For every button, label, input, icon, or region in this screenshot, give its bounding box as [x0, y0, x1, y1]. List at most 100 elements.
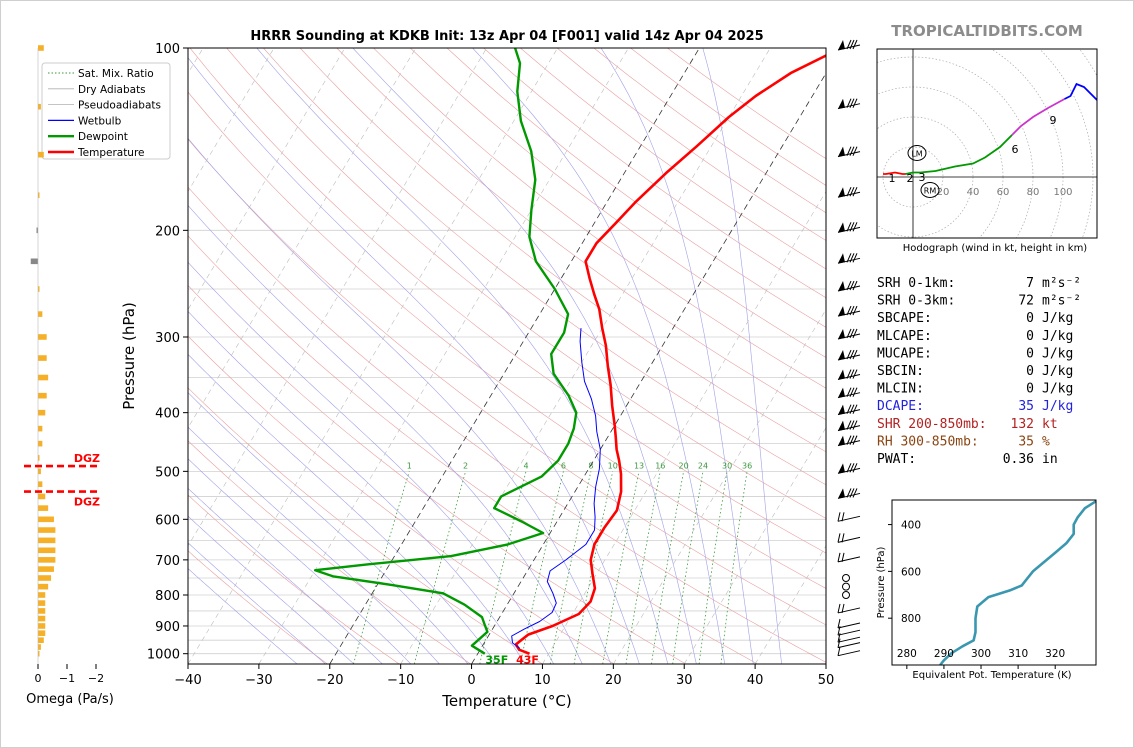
mixing-ratio-label: 1 — [407, 461, 412, 470]
barb-feather — [852, 420, 858, 430]
wind-barb — [837, 349, 861, 361]
barb-shaft — [837, 629, 861, 636]
index-label: RH 300-850mb: — [877, 434, 979, 449]
barb-feather — [852, 404, 858, 414]
index-label: SBCIN: — [877, 364, 924, 379]
hodograph-height-label: 2 — [907, 172, 914, 185]
omega-axis-label: Omega (Pa/s) — [26, 692, 114, 707]
omega-bar — [38, 286, 40, 292]
legend-entry: Wetbulb — [78, 115, 122, 127]
isotherm — [188, 48, 558, 664]
isotherm — [188, 48, 487, 547]
barb-pennant — [838, 306, 845, 317]
mixing-ratio-label: 2 — [463, 461, 468, 470]
isotherm — [188, 48, 275, 192]
x-tick-label: 10 — [534, 673, 551, 688]
mixing-ratio-label: 16 — [655, 461, 665, 470]
isotherm — [613, 308, 826, 664]
barb-feather — [849, 463, 855, 473]
index-row: SBCIN: 0 J/kg — [877, 364, 1073, 379]
wind-barb — [837, 280, 861, 292]
index-row: SHR 200-850mb: 132 kt — [877, 417, 1058, 432]
omega-bar — [38, 374, 49, 381]
moist-adiabat — [472, 48, 726, 664]
surface-dewpoint-label: 35F — [485, 654, 508, 667]
dry-adiabat — [188, 138, 826, 626]
wind-barb — [837, 646, 861, 657]
barb-feather — [846, 369, 852, 379]
barb-feather — [849, 146, 855, 156]
barb-feather — [849, 98, 855, 108]
barb-feather — [852, 328, 858, 339]
omega-bar — [38, 440, 43, 447]
isotherm — [258, 48, 629, 664]
dry-adiabat — [188, 91, 826, 589]
barb-shaft — [837, 515, 861, 522]
index-row: RH 300-850mb: 35% — [877, 434, 1050, 449]
wind-barb — [842, 590, 850, 599]
omega-bar — [38, 151, 44, 158]
omega-bar — [38, 311, 43, 317]
dry-adiabat — [188, 440, 471, 664]
hodograph-ring-label: 40 — [967, 187, 980, 198]
barb-pennant — [838, 350, 845, 361]
x-tick-label: −10 — [387, 673, 414, 688]
theta-e-y-tick-label: 400 — [901, 520, 921, 532]
barb-feather — [846, 463, 852, 473]
wind-barb — [837, 435, 861, 447]
index-value: 35 — [1018, 434, 1034, 449]
x-tick-label: 30 — [676, 673, 693, 688]
omega-bar — [38, 615, 46, 622]
barb-pennant — [838, 435, 845, 446]
y-tick-label: 800 — [155, 589, 180, 604]
barb-feather — [852, 146, 858, 156]
mixing-ratio-label: 4 — [523, 461, 528, 470]
hodograph-ring-label: 60 — [997, 187, 1010, 198]
wind-barb — [837, 222, 861, 233]
calm-circle — [842, 574, 850, 583]
wind-barb — [842, 574, 850, 583]
moist-adiabat — [352, 48, 697, 664]
wind-barb — [837, 463, 861, 474]
barb-feather — [849, 349, 855, 360]
y-tick-label: 100 — [155, 42, 180, 57]
omega-bar — [38, 547, 56, 554]
hodograph-frame — [876, 48, 1098, 239]
moist-adiabat — [188, 426, 440, 664]
theta-e-x-tick-label: 300 — [971, 648, 991, 660]
mixing-ratio-line — [573, 471, 614, 664]
temperature-line — [514, 54, 826, 655]
dgz-label: DGZ — [74, 452, 100, 465]
x-tick-label: −20 — [316, 673, 343, 688]
wind-barb — [837, 533, 861, 543]
barb-feather — [849, 39, 855, 50]
hodograph-height-label: 3 — [919, 171, 926, 184]
theta-e-frame — [891, 499, 1097, 666]
index-row: SRH 0-1km: 7 m²s⁻² — [877, 276, 1081, 291]
theta-e-y-tick-label: 800 — [901, 613, 921, 625]
barb-feather — [846, 98, 852, 108]
barb-feather — [852, 488, 858, 498]
y-tick-label: 500 — [155, 465, 180, 480]
barb-feather — [852, 349, 858, 360]
index-unit: J/kg — [1042, 346, 1073, 361]
barb-feather — [849, 369, 855, 379]
barb-feather — [846, 187, 852, 197]
index-row: SRH 0-3km: 72 m²s⁻² — [877, 294, 1081, 309]
index-value: 0.36 — [1003, 452, 1034, 467]
barb-feather — [846, 305, 852, 316]
barb-pennant — [838, 387, 845, 398]
omega-bar — [38, 583, 49, 590]
isotherm — [400, 48, 771, 664]
omega-bar — [38, 644, 41, 650]
surface-temperature-label: 43F — [516, 654, 539, 667]
index-value: 0 — [1026, 311, 1034, 326]
theta-e-x-axis-label: Equivalent Pot. Temperature (K) — [912, 670, 1071, 681]
y-tick-label: 700 — [155, 554, 180, 569]
index-row: MLCIN: 0 J/kg — [877, 382, 1073, 397]
index-label: MLCAPE: — [877, 329, 932, 344]
barb-feather — [846, 253, 852, 263]
mixing-ratio-line — [413, 471, 466, 664]
barb-feather — [852, 280, 858, 291]
